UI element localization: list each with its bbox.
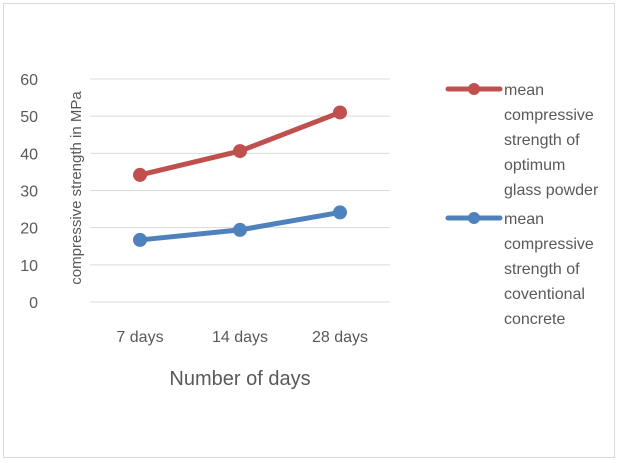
y-tick-label: 0 xyxy=(29,295,38,312)
data-point xyxy=(233,144,247,159)
legend-label: concrete xyxy=(504,311,565,328)
x-tick-label: 28 days xyxy=(312,329,368,346)
legend-label: strength of xyxy=(504,261,580,278)
legend-label: compressive xyxy=(504,107,594,124)
y-tick-label: 30 xyxy=(20,184,38,201)
x-tick-label: 14 days xyxy=(212,329,268,346)
legend: mean compressive strength of optimum glass p… xyxy=(445,82,599,328)
series-line xyxy=(137,109,343,178)
legend-label: strength of xyxy=(504,132,580,149)
legend-item-1: mean compressive strength of optimum glass p… xyxy=(445,82,599,199)
series-lines xyxy=(133,105,347,247)
x-axis-title: Number of days xyxy=(169,368,310,390)
y-tick-label: 20 xyxy=(20,221,38,238)
legend-marker xyxy=(468,83,480,95)
y-tick-label: 40 xyxy=(20,146,38,163)
y-axis-ticks: 0 10 20 30 40 50 60 xyxy=(20,72,38,312)
y-axis-title: compressive strength in MPa xyxy=(68,91,85,285)
legend-item-2: mean compressive strength of coventional con… xyxy=(445,211,594,328)
series-2 xyxy=(133,205,347,247)
legend-label: optimum xyxy=(504,157,565,174)
x-tick-label: 7 days xyxy=(116,329,163,346)
data-point xyxy=(233,222,247,237)
legend-label: glass powder xyxy=(504,182,599,199)
y-tick-label: 10 xyxy=(20,258,38,275)
legend-label: mean xyxy=(504,211,544,228)
data-point xyxy=(133,167,147,182)
x-axis-ticks: 7 days 14 days 28 days xyxy=(116,329,368,346)
data-point xyxy=(133,232,147,247)
legend-label: coventional xyxy=(504,286,585,303)
legend-label: compressive xyxy=(504,236,594,253)
data-point xyxy=(333,205,347,220)
legend-label: mean xyxy=(504,82,544,99)
data-point xyxy=(333,105,347,120)
legend-marker xyxy=(468,212,480,224)
y-tick-label: 50 xyxy=(20,109,38,126)
y-tick-label: 60 xyxy=(20,72,38,89)
series-1 xyxy=(133,105,347,182)
